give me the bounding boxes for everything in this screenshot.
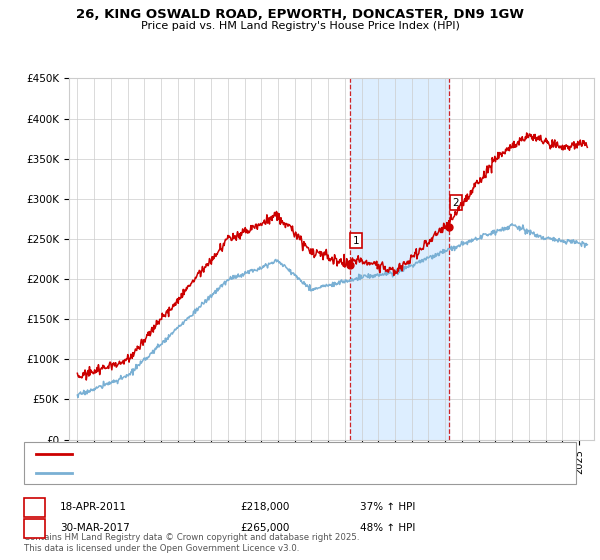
Text: 2: 2: [31, 523, 38, 533]
Text: 1: 1: [353, 236, 360, 245]
Text: Price paid vs. HM Land Registry's House Price Index (HPI): Price paid vs. HM Land Registry's House …: [140, 21, 460, 31]
Text: 26, KING OSWALD ROAD, EPWORTH, DONCASTER, DN9 1GW (detached house): 26, KING OSWALD ROAD, EPWORTH, DONCASTER…: [78, 449, 470, 459]
Text: 18-APR-2011: 18-APR-2011: [60, 502, 127, 512]
Text: 26, KING OSWALD ROAD, EPWORTH, DONCASTER, DN9 1GW: 26, KING OSWALD ROAD, EPWORTH, DONCASTER…: [76, 8, 524, 21]
Text: 37% ↑ HPI: 37% ↑ HPI: [360, 502, 415, 512]
Bar: [350, 78, 449, 440]
Text: Contains HM Land Registry data © Crown copyright and database right 2025.
This d: Contains HM Land Registry data © Crown c…: [24, 533, 359, 553]
Text: £218,000: £218,000: [240, 502, 289, 512]
Text: 48% ↑ HPI: 48% ↑ HPI: [360, 522, 415, 533]
Text: 2: 2: [453, 198, 460, 208]
Text: 1: 1: [31, 502, 38, 512]
Text: HPI: Average price, detached house, North Lincolnshire: HPI: Average price, detached house, Nort…: [78, 468, 353, 478]
Text: 30-MAR-2017: 30-MAR-2017: [60, 522, 130, 533]
Text: £265,000: £265,000: [240, 522, 289, 533]
